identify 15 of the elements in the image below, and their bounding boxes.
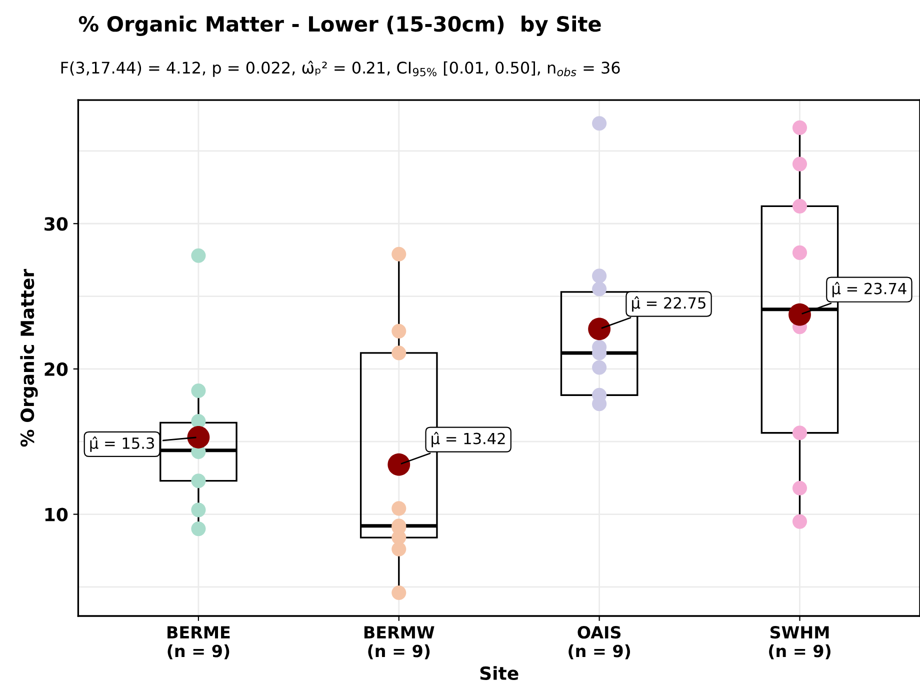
y-axis-title: % Organic Matter bbox=[20, 268, 38, 447]
x-axis-title: Site bbox=[480, 666, 518, 680]
annotation: μ̂ = 13.42 bbox=[432, 432, 505, 448]
x-tick-label: OAIS (n = 9) bbox=[568, 626, 630, 660]
x-tick-label: BERME (n = 9) bbox=[168, 626, 230, 660]
y-tick-label: 20 bbox=[44, 362, 68, 376]
chart-subtitle: F(3,17.44) = 4.12, p = 0.022, ω̂ₚ² = 0.21, CI$_{95%}$ [0.01, 0.50], n$_{obs}$ = 36 bbox=[61, 60, 620, 77]
annotation: μ̂ = 22.75 bbox=[632, 296, 706, 312]
y-tick-label: 10 bbox=[45, 508, 68, 522]
x-tick-label: BERMW (n = 9) bbox=[364, 626, 434, 660]
annotation: μ̂ = 23.74 bbox=[832, 282, 906, 298]
annotation: μ̂ = 15.3 bbox=[90, 436, 154, 452]
x-tick-label: SWHM (n = 9) bbox=[769, 626, 830, 660]
chart-title: % Organic Matter - Lower (15-30cm) by Site bbox=[78, 16, 601, 36]
y-tick-label: 30 bbox=[44, 217, 68, 231]
